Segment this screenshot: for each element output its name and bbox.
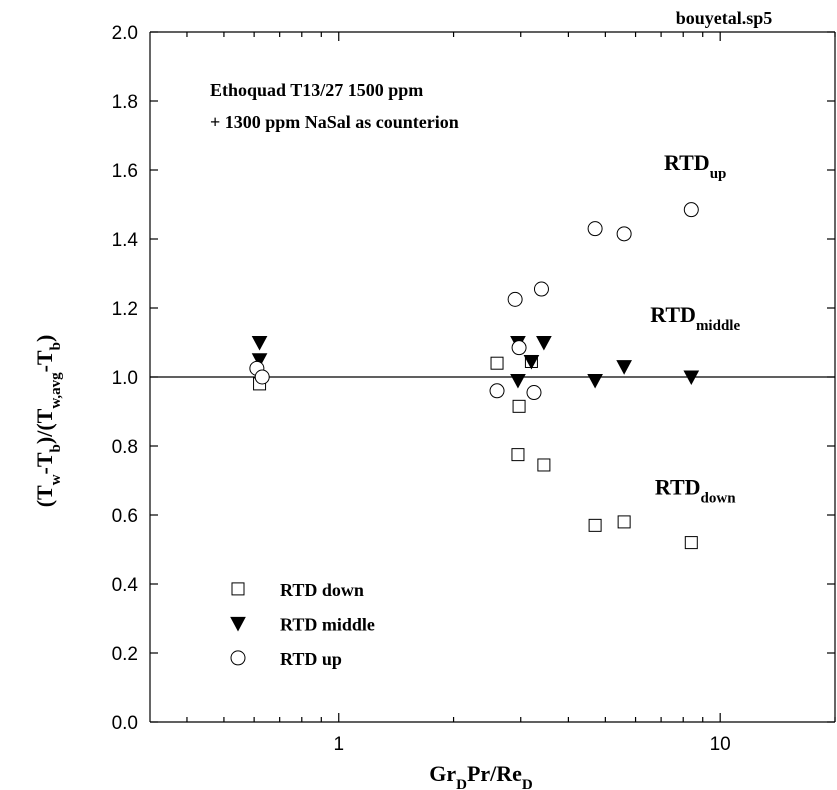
y-tick-label: 0.4 — [112, 575, 139, 596]
x-axis: 1 10 — [186, 32, 836, 755]
y-tick-label: 2.0 — [112, 23, 138, 44]
curve-label: RTDup — [664, 150, 726, 182]
data-point — [617, 515, 631, 529]
y-tick-label: 0.6 — [112, 506, 138, 527]
data-point — [510, 373, 526, 389]
data-point — [587, 373, 603, 389]
curve-label: RTDdown — [655, 474, 736, 506]
data-point — [251, 353, 268, 368]
annotation-line-2: + 1300 ppm NaSal as counterion — [210, 112, 459, 132]
y-tick-label: 0.2 — [112, 644, 138, 665]
data-point — [683, 370, 700, 386]
data-point — [588, 518, 602, 532]
data-point — [537, 458, 551, 472]
x-axis-label: GrDPr/ReD — [429, 761, 533, 790]
data-point — [616, 360, 632, 375]
y-tick-label: 1.2 — [112, 299, 138, 320]
data-point — [511, 448, 525, 462]
legend-marker — [231, 582, 245, 596]
series-rtd-middle — [251, 336, 700, 389]
y-tick-label: 1.0 — [112, 368, 138, 389]
curve-labels: RTDup RTDmiddle RTDdown — [650, 150, 740, 506]
data-point — [523, 354, 540, 370]
y-tick-label: 1.6 — [112, 161, 138, 182]
data-point — [251, 336, 268, 351]
data-points — [249, 202, 700, 550]
legend-label: RTD up — [280, 649, 342, 669]
y-tick-label: 0.0 — [112, 713, 138, 734]
file-label: bouyetal.sp5 — [676, 8, 773, 28]
curve-label: RTDmiddle — [650, 302, 740, 334]
data-point — [587, 221, 603, 237]
data-point — [533, 281, 549, 297]
data-point — [511, 340, 527, 356]
series-rtd-down — [253, 354, 698, 550]
data-point — [490, 356, 504, 370]
data-point — [254, 369, 270, 385]
legend-marker — [230, 616, 246, 632]
x-tick-label: 1 — [333, 734, 344, 755]
annotation-line-1: Ethoquad T13/27 1500 ppm — [210, 80, 423, 100]
data-point — [526, 385, 542, 401]
data-point — [616, 226, 632, 242]
legend: RTD down RTD middle RTD up — [230, 580, 375, 669]
y-tick-label: 0.8 — [112, 437, 138, 458]
data-point — [507, 291, 523, 307]
data-point — [536, 336, 552, 351]
y-tick-label: 1.8 — [112, 92, 138, 113]
legend-label: RTD down — [280, 580, 364, 600]
legend-marker — [230, 650, 246, 666]
data-point — [683, 202, 699, 218]
data-point — [489, 383, 505, 399]
legend-label: RTD middle — [280, 614, 375, 634]
data-point — [512, 399, 526, 413]
series-rtd-up — [249, 202, 699, 401]
data-point — [684, 536, 698, 550]
y-axis-label: (Tw-Tb)/(Tw,avg-Tb) — [32, 335, 64, 508]
x-tick-label: 10 — [710, 734, 731, 755]
y-tick-label: 1.4 — [112, 230, 139, 251]
